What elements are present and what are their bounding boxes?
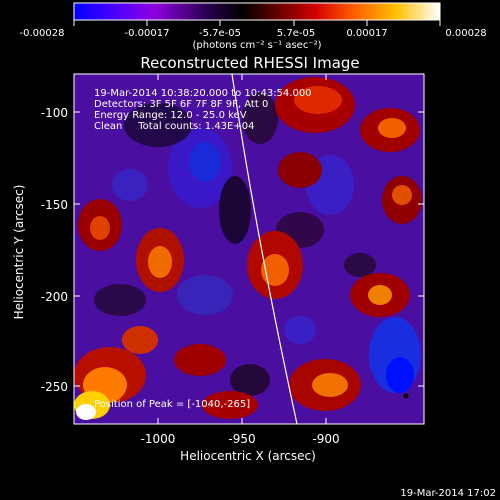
colorbar-tick-label: -5.7e-05 bbox=[199, 28, 241, 39]
image-map bbox=[74, 74, 424, 424]
y-tick-label: -100 bbox=[41, 106, 68, 120]
plot-title: Reconstructed RHESSI Image bbox=[140, 54, 359, 72]
x-axis-label: Heliocentric X (arcsec) bbox=[180, 449, 316, 463]
y-axis-label: Heliocentric Y (arcsec) bbox=[12, 185, 26, 320]
colorbar: -0.00028 -0.00017 -5.7e-05 5.7e-05 0.000… bbox=[20, 2, 487, 51]
colorbar-ticks bbox=[73, 20, 441, 26]
x-tick-label: -900 bbox=[312, 432, 339, 446]
colorbar-gradient bbox=[73, 2, 441, 21]
negative-flux-regions bbox=[112, 128, 421, 393]
y-tick-label: -250 bbox=[41, 380, 68, 394]
info-time-range: 19-Mar-2014 10:38:20.000 to 10:43:54.000 bbox=[94, 88, 312, 99]
colorbar-unit-label: (photons cm⁻² s⁻¹ asec⁻²) bbox=[192, 40, 321, 51]
colorbar-tick-label: 5.7e-05 bbox=[277, 28, 315, 39]
colorbar-tick-label: 0.00028 bbox=[445, 28, 486, 39]
plot-frame bbox=[73, 73, 425, 425]
info-clean-counts: Clean Total counts: 1.43E+04 bbox=[94, 121, 254, 132]
peak-marker bbox=[403, 393, 409, 399]
positive-flux-regions bbox=[74, 77, 422, 420]
peak-position-label: Position of Peak = [-1040,-265] bbox=[94, 399, 250, 410]
y-tick-label: -200 bbox=[41, 290, 68, 304]
colorbar-tick-label: -0.00028 bbox=[20, 28, 65, 39]
y-tick-label: -150 bbox=[41, 198, 68, 212]
x-axis: -1000 -950 -900 Heliocentric X (arcsec) bbox=[141, 74, 340, 463]
low-flux-regions bbox=[94, 92, 376, 396]
x-tick-label: -950 bbox=[228, 432, 255, 446]
x-tick-label: -1000 bbox=[141, 432, 176, 446]
render-timestamp: 19-Mar-2014 17:02 bbox=[400, 488, 496, 499]
colorbar-tick-label: 0.00017 bbox=[346, 28, 387, 39]
solar-limb bbox=[231, 74, 298, 424]
info-energy-range: Energy Range: 12.0 - 25.0 keV bbox=[94, 110, 247, 121]
y-axis: -100 -150 -200 -250 Heliocentric Y (arcs… bbox=[12, 106, 424, 394]
info-overlay: 19-Mar-2014 10:38:20.000 to 10:43:54.000… bbox=[94, 88, 312, 410]
colorbar-tick-label: -0.00017 bbox=[125, 28, 170, 39]
info-detectors: Detectors: 3F 5F 6F 7F 8F 9F, Att 0 bbox=[94, 99, 268, 110]
